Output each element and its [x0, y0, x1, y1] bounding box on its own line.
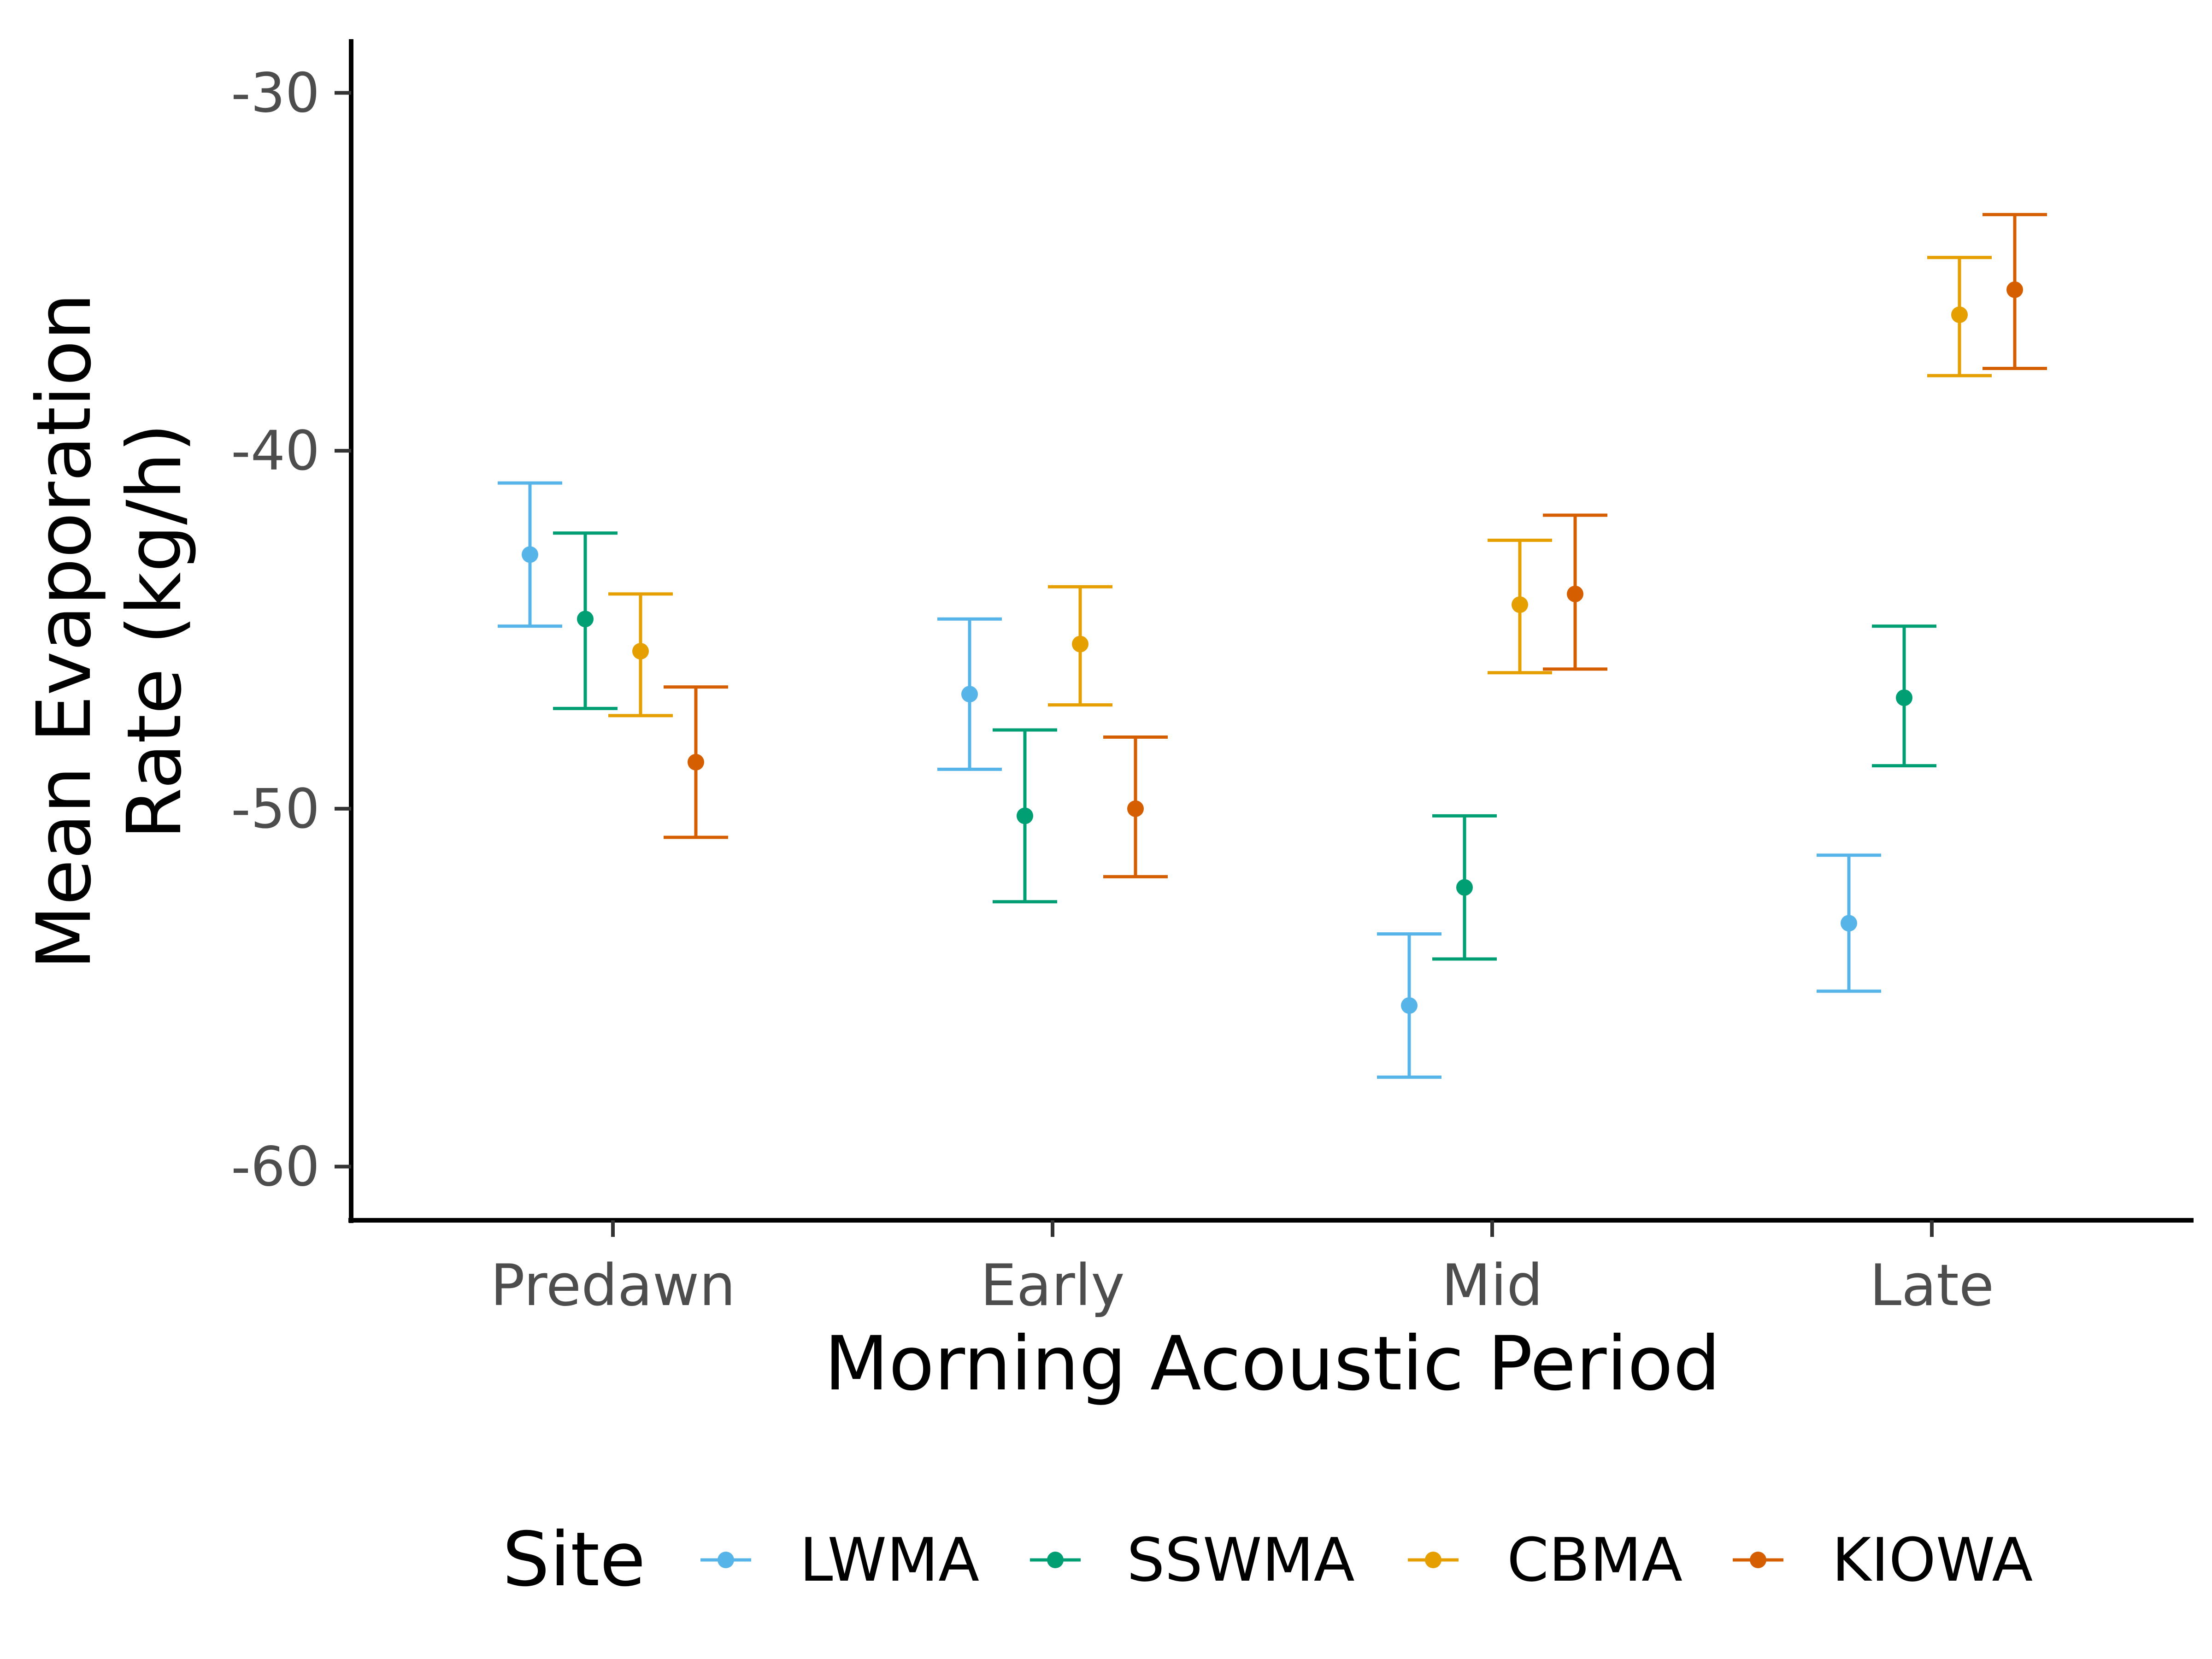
data-point-cbma	[1951, 306, 1968, 324]
data-point-lwma	[1401, 997, 1418, 1014]
data-point-lwma	[522, 546, 538, 563]
y-tick-label: -50	[231, 777, 320, 841]
data-point-kiowa	[1567, 585, 1583, 602]
x-tick-label: Mid	[1441, 1253, 1543, 1319]
y-tick-label: -30	[231, 61, 320, 125]
legend-label-cbma: CBMA	[1507, 1525, 1683, 1595]
x-tick-label: Early	[980, 1253, 1124, 1319]
y-axis-title: Mean EvaporationRate (kg/h)	[21, 293, 198, 970]
legend-key-point	[718, 1552, 734, 1568]
legend-key-point	[1750, 1552, 1766, 1568]
x-tick-label: Late	[1870, 1253, 1994, 1319]
legend-key-point	[1047, 1552, 1064, 1568]
y-axis-title-line-2: Rate (kg/h)	[112, 423, 198, 839]
legend-label-lwma: LWMA	[800, 1525, 979, 1595]
data-marks	[498, 213, 2047, 1079]
y-axis-title-line-1: Mean Evaporation	[21, 293, 108, 970]
data-point-kiowa	[1127, 800, 1144, 817]
data-point-cbma	[1512, 596, 1528, 613]
x-axis-title: Morning Acoustic Period	[824, 1321, 1721, 1407]
data-point-cbma	[1072, 635, 1088, 653]
legend-label-sswma: SSWMA	[1127, 1525, 1355, 1595]
data-point-sswma	[1896, 689, 1912, 706]
data-point-kiowa	[688, 753, 704, 771]
x-tick-label: Predawn	[490, 1253, 735, 1319]
data-point-sswma	[577, 611, 594, 628]
legend: Site LWMA SSWMA CBMA KIOWA	[502, 1517, 2033, 1603]
data-point-lwma	[961, 686, 978, 703]
data-point-lwma	[1841, 915, 1857, 932]
axes	[335, 39, 2194, 1237]
data-point-sswma	[1017, 807, 1033, 824]
y-tick-label: -60	[231, 1135, 320, 1199]
legend-title: Site	[502, 1517, 646, 1603]
axis-labels: -30 -40 -50 -60 Predawn Early Mid Late Morning A…	[21, 61, 1994, 1408]
y-tick-label: -40	[231, 419, 320, 482]
data-point-cbma	[632, 643, 649, 660]
legend-key-point	[1425, 1552, 1441, 1568]
data-point-kiowa	[2006, 281, 2023, 298]
data-point-sswma	[1456, 879, 1473, 896]
legend-label-kiowa: KIOWA	[1832, 1525, 2033, 1595]
